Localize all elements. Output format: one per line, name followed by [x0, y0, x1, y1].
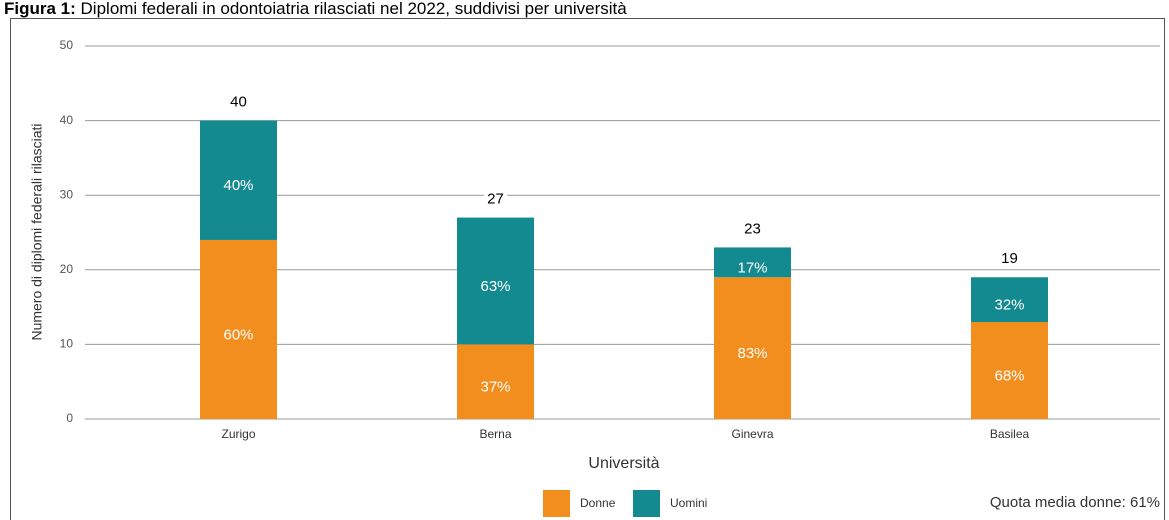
- legend-label: Uomini: [670, 496, 707, 510]
- share-label: 60%: [223, 326, 253, 343]
- total-label: 27: [487, 191, 504, 208]
- bar-segment: [200, 239, 277, 419]
- bar-segment: [457, 217, 534, 345]
- x-axis-label: Università: [588, 455, 659, 472]
- share-label: 63%: [480, 278, 510, 295]
- legend-label: Donne: [580, 496, 616, 510]
- y-tick-label: 30: [60, 187, 74, 201]
- bar-segment: [714, 247, 791, 278]
- annotation: Quota media donne: 61%: [990, 494, 1160, 511]
- title-prefix: Figura 1:: [4, 0, 76, 18]
- total-label: 40: [230, 94, 247, 111]
- share-label: 37%: [480, 379, 510, 396]
- x-tick-label: Ginevra: [731, 427, 773, 441]
- legend-swatch: [633, 490, 660, 517]
- share-label: 68%: [994, 367, 1024, 384]
- share-label: 17%: [737, 259, 767, 276]
- x-tick-label: Berna: [479, 427, 511, 441]
- title-text: Diplomi federali in odontoiatria rilasci…: [81, 0, 628, 18]
- y-tick-label: 50: [60, 38, 74, 52]
- bar-segment: [457, 344, 534, 419]
- share-label: 83%: [737, 345, 767, 362]
- total-label: 19: [1001, 250, 1018, 267]
- x-tick-label: Basilea: [990, 427, 1030, 441]
- y-tick-label: 40: [60, 113, 74, 127]
- y-tick-label: 20: [60, 262, 74, 276]
- y-tick-label: 0: [66, 411, 73, 425]
- chart-title: Figura 1: Diplomi federali in odontoiatr…: [4, 0, 627, 18]
- bar-segment: [971, 277, 1048, 323]
- y-tick-label: 10: [60, 337, 74, 351]
- bar-segment: [714, 277, 791, 419]
- share-label: 40%: [223, 177, 253, 194]
- chart-frame: [10, 18, 1165, 520]
- legend-swatch: [543, 490, 570, 517]
- bar-segment: [971, 322, 1048, 419]
- y-axis-label: Numero di diplomi federali rilasciati: [29, 123, 45, 340]
- total-label: 23: [744, 220, 761, 237]
- x-tick-label: Zurigo: [221, 427, 255, 441]
- bar-segment: [200, 120, 277, 240]
- share-label: 32%: [994, 297, 1024, 314]
